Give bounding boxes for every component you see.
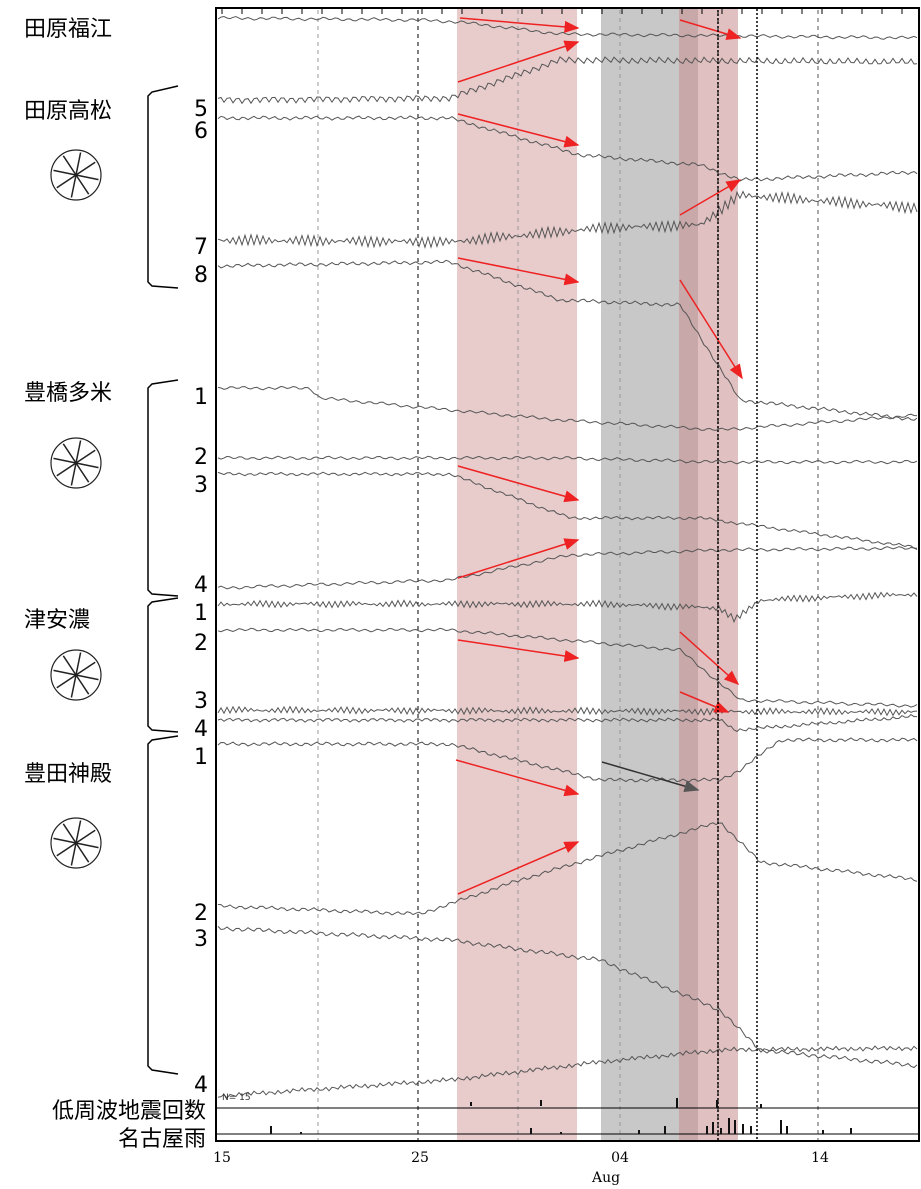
compass-rose-icons [50, 149, 102, 869]
annotation-arrow [457, 841, 580, 895]
annotation-arrow [679, 19, 742, 40]
x-tick-label-14: 14 [811, 1150, 829, 1166]
annotation-arrow [459, 17, 580, 33]
station-brackets [147, 85, 179, 1075]
pink-band-2 [679, 8, 698, 1141]
trace-line [217, 471, 918, 549]
rain-bar [706, 1126, 708, 1134]
lfe-count-label: 低周波地震回数 [52, 1099, 206, 1124]
annotation-arrow [679, 179, 742, 216]
trace-line [217, 190, 918, 250]
pink-band-1 [457, 8, 577, 1141]
annotation-arrows [455, 17, 743, 895]
trace-line [217, 627, 918, 708]
station-label-toyota-tonodono: 豊田神殿 [24, 762, 112, 787]
channel-number: 5 [194, 97, 208, 122]
rain-bar [822, 1130, 824, 1134]
compass-rose-icon [50, 149, 102, 201]
x-tick-label-15: 15 [213, 1150, 231, 1166]
channel-number: 2 [194, 445, 208, 470]
rain-bar [530, 1128, 532, 1134]
trace-line [217, 737, 918, 783]
station-label-tahara-fukue: 田原福江 [24, 17, 112, 42]
channel-number: 6 [194, 119, 208, 144]
dotted-box [717, 7, 758, 1142]
x-tick-label-04: 04 [611, 1150, 629, 1166]
annotation-arrow [457, 40, 580, 83]
traces [217, 15, 918, 1099]
channel-number: 8 [194, 263, 208, 288]
rain-bar [728, 1118, 730, 1134]
rain-bar [270, 1126, 272, 1134]
channel-number: 2 [194, 631, 208, 656]
rain-bar [850, 1128, 852, 1134]
annotation-arrow [679, 631, 740, 686]
station-label-tsu-ano: 津安濃 [24, 608, 90, 633]
trace-line [217, 1045, 918, 1099]
channel-number: 1 [194, 745, 208, 770]
rain-bar [734, 1120, 736, 1134]
lfe-bar [540, 1100, 542, 1106]
channel-number: 4 [194, 717, 208, 742]
rain-bar [638, 1130, 640, 1134]
annotation-arrow [455, 759, 580, 797]
channel-number: 4 [194, 1073, 208, 1098]
annotation-arrow [679, 691, 730, 713]
gray-band [601, 8, 679, 1141]
compass-rose-icon [50, 817, 102, 869]
trace-line [217, 385, 918, 431]
compass-rose-icon [50, 437, 102, 489]
trace-line [217, 926, 918, 1069]
annotation-arrow [457, 538, 580, 579]
annotation-arrow [457, 257, 580, 286]
channel-number: 3 [194, 689, 208, 714]
annotation-arrow [457, 465, 580, 503]
lfe-bar [676, 1098, 678, 1108]
rain-bar [712, 1122, 714, 1134]
x-tick-label-25: 25 [411, 1150, 429, 1166]
trace-line [217, 15, 918, 40]
rain-bar [780, 1120, 782, 1134]
trace-line [217, 705, 918, 717]
rain-bar [560, 1132, 562, 1134]
month-label: Aug [591, 1170, 620, 1186]
rain-bar [750, 1126, 752, 1134]
rain-bar [664, 1126, 666, 1134]
rain-bar [720, 1128, 722, 1134]
annotation-arrow [457, 639, 580, 662]
channel-number: 3 [194, 473, 208, 498]
station-label-tahara-takamatsu: 田原高松 [24, 99, 112, 124]
plot-frame [215, 7, 920, 1142]
rain-label: 名古屋雨 [118, 1127, 206, 1152]
rain-bar [300, 1132, 302, 1134]
station-label-toyohashi-tame: 豊橋多米 [24, 381, 112, 406]
annotation-arrow [679, 279, 743, 380]
channel-number: 1 [194, 601, 208, 626]
event-bars [270, 1098, 852, 1134]
trace-line [217, 455, 918, 465]
lfe-bar [470, 1102, 472, 1106]
trace-line [217, 546, 918, 590]
channel-number: 4 [194, 573, 208, 598]
lfe-bar [716, 1100, 718, 1108]
channel-number: 3 [194, 927, 208, 952]
lfe-bar [760, 1104, 762, 1108]
channel-number: 1 [194, 385, 208, 410]
annotation-arrow [601, 761, 700, 792]
trace-line [217, 822, 918, 916]
trace-line [217, 56, 918, 105]
trace-line [217, 115, 918, 182]
rain-bar [786, 1126, 788, 1134]
rain-bar [742, 1124, 744, 1134]
channel-number: 7 [194, 235, 208, 260]
channel-number: 2 [194, 901, 208, 926]
trace-line [217, 591, 918, 624]
annotation-arrow [457, 113, 580, 148]
compass-rose-icon [50, 649, 102, 701]
trace-line [217, 259, 918, 421]
trace-line [217, 713, 917, 733]
bottom-panel-text: N= 15 [222, 1093, 251, 1103]
